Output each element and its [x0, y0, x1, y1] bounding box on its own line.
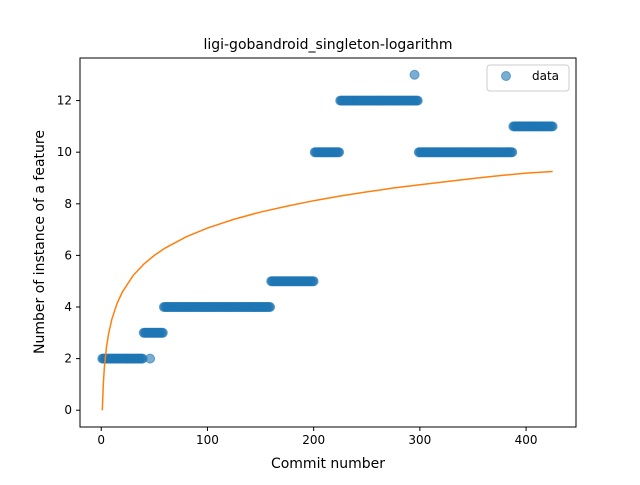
legend-label: data: [532, 69, 559, 83]
y-tick-label: 4: [64, 300, 72, 314]
plot-frame: [79, 57, 577, 428]
x-tick-label: 300: [408, 433, 431, 447]
legend: data: [486, 64, 570, 92]
y-tick-label: 12: [57, 94, 72, 108]
chart-title: ligi-gobandroid_singleton-logarithm: [203, 37, 452, 53]
y-tick-label: 6: [64, 248, 72, 262]
y-axis: 0 2 4 6 8 10 12: [57, 94, 80, 417]
x-tick-label: 200: [302, 433, 325, 447]
legend-marker: [501, 71, 511, 81]
y-tick-label: 0: [64, 403, 72, 417]
data-point: [308, 276, 319, 287]
data-point: [412, 95, 423, 106]
fit-curve: [101, 170, 553, 411]
y-tick-label: 2: [64, 352, 72, 366]
y-axis-label: Number of instance of a feature: [32, 130, 48, 354]
data-point: [547, 121, 558, 132]
x-tick-label: 0: [97, 433, 105, 447]
data-layer: [97, 69, 558, 364]
fit-layer: [101, 170, 553, 411]
x-axis-label: Commit number: [271, 456, 385, 472]
data-point: [265, 302, 276, 313]
y-tick-label: 10: [57, 145, 72, 159]
data-point: [334, 147, 345, 158]
x-axis: 0 100 200 300 400: [97, 427, 538, 447]
data-point: [507, 147, 518, 158]
y-tick-label: 8: [64, 197, 72, 211]
x-tick-label: 400: [515, 433, 538, 447]
data-point: [145, 353, 156, 364]
data-point: [157, 327, 168, 338]
x-tick-label: 100: [196, 433, 219, 447]
data-point: [409, 69, 420, 80]
